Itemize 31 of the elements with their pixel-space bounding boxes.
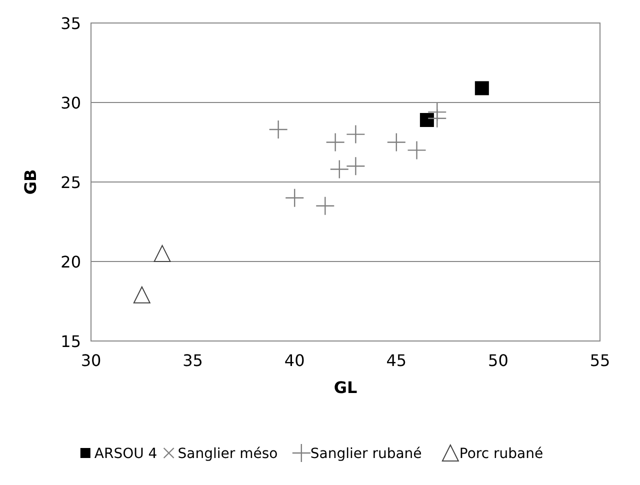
x-axis-title: GL	[334, 378, 358, 397]
x-tick-label: 50	[488, 351, 508, 370]
point	[420, 112, 434, 127]
point	[316, 196, 335, 216]
x-tick-label: 40	[284, 351, 305, 370]
point	[428, 108, 447, 128]
y-tick-label: 25	[60, 173, 81, 192]
legend-label: Sanglier méso	[178, 446, 278, 462]
legend-label: Porc rubané	[459, 446, 544, 462]
y-tick-label: 20	[60, 252, 81, 272]
point	[330, 160, 349, 179]
point	[154, 245, 171, 262]
y-tick-label: 15	[60, 332, 81, 351]
y-tick-label: 35	[60, 14, 81, 33]
point	[346, 124, 366, 144]
y-axis-title: GB	[21, 169, 40, 195]
point	[474, 81, 489, 96]
point	[386, 132, 406, 152]
legend-label: Sanglier rubané	[310, 446, 422, 462]
point	[346, 156, 366, 176]
point	[285, 188, 304, 208]
point	[133, 286, 150, 304]
legend-label: ARSOU 4	[94, 446, 158, 462]
point	[326, 132, 345, 152]
x-tick-label: 45	[386, 351, 407, 370]
y-tick-label: 30	[60, 94, 81, 112]
x-tick-label: 35	[182, 351, 203, 370]
point	[268, 120, 288, 140]
point	[407, 140, 426, 160]
x-tick-label: 30	[80, 351, 102, 370]
x-tick-label: 55	[590, 351, 610, 370]
